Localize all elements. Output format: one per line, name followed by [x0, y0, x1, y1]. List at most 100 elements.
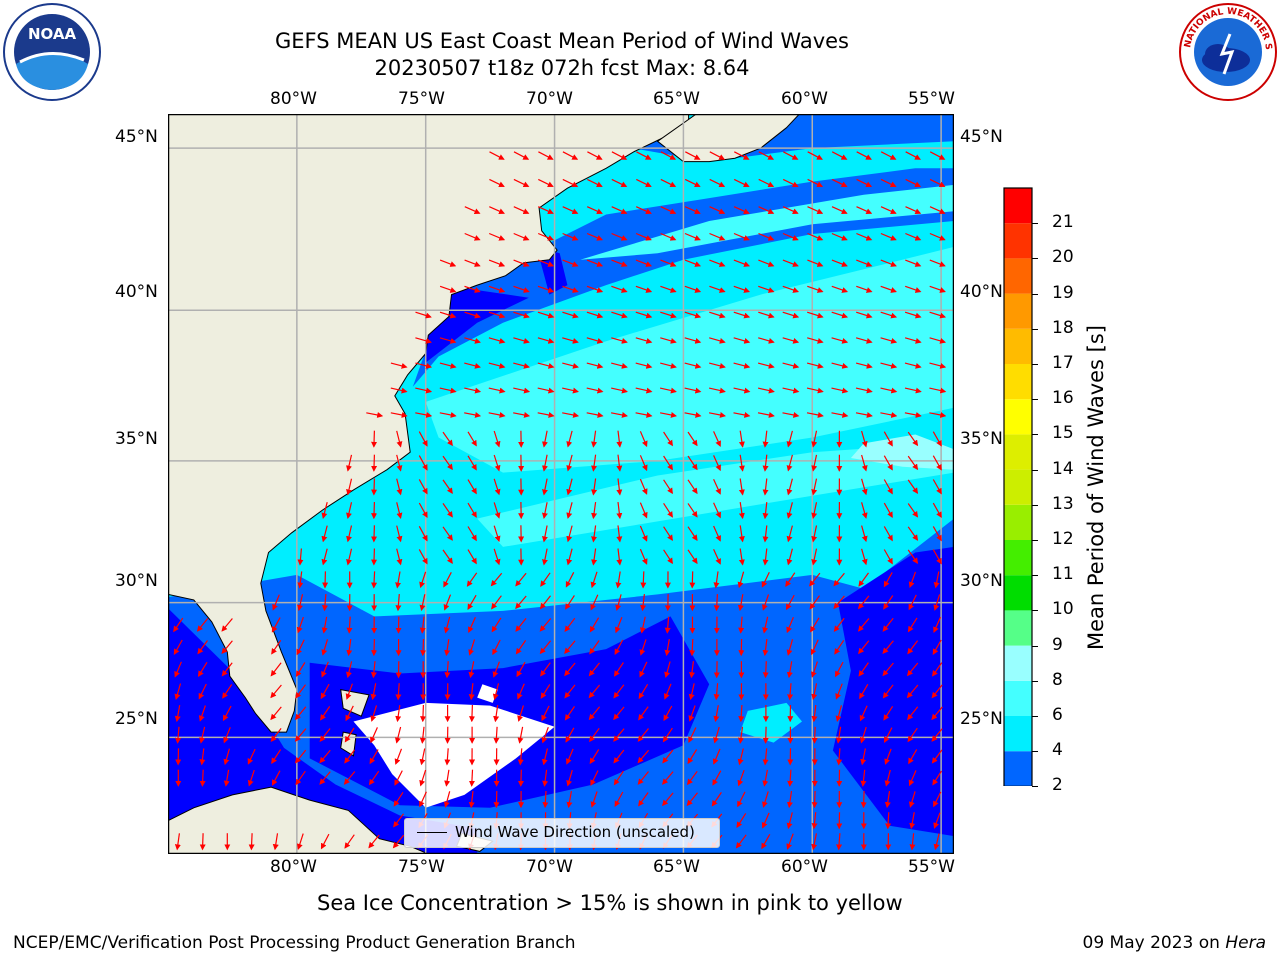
wave-arrow: [588, 706, 601, 721]
legend-text: Wind Wave Direction (unscaled): [455, 823, 695, 841]
wave-arrow: [663, 502, 673, 518]
wave-arrow: [611, 285, 628, 293]
wave-arrow: [540, 572, 551, 587]
wave-arrow: [929, 387, 947, 394]
wave-arrow: [467, 594, 477, 611]
wave-arrow: [562, 311, 579, 319]
wave-arrow: [904, 412, 922, 418]
wave-arrow: [635, 311, 653, 319]
wave-arrow: [904, 337, 922, 344]
chart-subtitle: 20230507 t18z 072h fcst Max: 8.64: [374, 56, 750, 80]
wave-arrow: [419, 791, 427, 808]
wave-arrow: [395, 594, 402, 612]
wave-arrow: [932, 479, 942, 495]
wave-arrow: [223, 727, 231, 744]
wave-arrow: [542, 790, 549, 809]
wave-arrow: [885, 812, 892, 830]
wave-arrow: [346, 639, 353, 657]
wave-arrow: [319, 749, 331, 764]
wave-arrow: [199, 769, 206, 787]
wave-arrow: [637, 728, 649, 742]
lat-label-right-40n: 40°N: [960, 282, 1003, 302]
wave-arrow: [515, 618, 527, 632]
wave-arrow: [199, 748, 206, 766]
noaa-logo-text: NOAA: [28, 25, 77, 43]
wave-arrow: [464, 206, 481, 214]
lat-label-left-25n: 25°N: [115, 709, 158, 729]
wave-arrow: [344, 727, 355, 743]
wave-arrow: [513, 178, 530, 187]
wave-arrow: [566, 769, 573, 787]
wave-arrow: [757, 362, 775, 369]
wave-arrow: [489, 206, 505, 214]
wave-arrow: [860, 748, 867, 766]
wave-arrow: [884, 748, 892, 765]
wave-arrow: [762, 454, 769, 472]
colorbar-segment: [1004, 258, 1032, 294]
wave-arrow: [513, 259, 530, 267]
wave-arrow: [762, 594, 770, 611]
wave-arrow: [738, 478, 745, 496]
wave-arrow: [738, 502, 745, 520]
wave-arrow: [880, 285, 897, 293]
wave-arrow: [492, 639, 501, 656]
wave-arrow: [564, 640, 576, 655]
wave-arrow: [396, 454, 403, 472]
wave-arrow: [758, 311, 775, 319]
wave-arrow: [882, 662, 894, 677]
wave-arrow: [833, 617, 845, 632]
wave-arrow: [856, 178, 873, 187]
wave-arrow: [635, 362, 653, 369]
wave-arrow: [929, 259, 946, 267]
wave-arrow: [831, 285, 849, 293]
wave-arrow: [566, 548, 573, 566]
wave-arrow: [346, 478, 353, 496]
wave-arrow: [906, 662, 919, 677]
colorbar-segment: [1004, 469, 1032, 505]
wave-arrow: [687, 455, 698, 471]
noaa-logo-icon: NOAA: [3, 3, 101, 101]
wave-arrow: [467, 502, 477, 518]
wave-arrow: [684, 285, 702, 293]
wave-arrow: [270, 706, 282, 721]
wave-arrow: [296, 616, 304, 634]
colorbar-tick-mark: [1032, 645, 1038, 647]
wave-arrow: [786, 812, 793, 830]
wave-arrow: [493, 525, 501, 543]
wave-arrow: [590, 571, 598, 589]
wave-arrow: [738, 525, 745, 543]
wave-arrow: [296, 639, 305, 656]
wave-arrow: [396, 478, 403, 496]
wave-arrow: [931, 728, 943, 742]
wave-arrow: [468, 661, 475, 679]
wave-arrow: [883, 526, 893, 542]
wave-arrow: [907, 503, 919, 518]
colorbar-tick-mark: [1032, 223, 1038, 225]
wave-arrow: [856, 206, 873, 214]
wave-arrow: [713, 455, 721, 472]
sea-ice-note: Sea Ice Concentration > 15% is shown in …: [317, 891, 903, 915]
wave-arrow: [738, 430, 745, 448]
wave-arrow: [684, 232, 701, 241]
wave-arrow: [709, 285, 726, 293]
wave-arrow: [709, 337, 726, 344]
wave-arrow: [464, 232, 481, 241]
wave-arrow: [464, 337, 481, 344]
wave-arrow: [466, 572, 478, 587]
wave-arrow: [271, 639, 282, 655]
wave-arrow: [855, 337, 873, 344]
wave-arrow: [712, 748, 721, 765]
wave-arrow: [883, 549, 893, 565]
wave-arrow: [491, 617, 502, 633]
wave-arrow: [932, 502, 942, 519]
wave-arrow: [346, 502, 353, 519]
wave-arrow: [564, 617, 576, 632]
wave-arrow: [611, 311, 628, 319]
wave-arrow: [733, 178, 750, 187]
wave-arrow: [807, 259, 824, 267]
wave-arrow: [418, 549, 428, 565]
wave-arrow: [639, 455, 648, 472]
wave-arrow: [419, 769, 427, 787]
wave-arrow: [467, 526, 477, 542]
wave-arrow: [537, 259, 555, 267]
